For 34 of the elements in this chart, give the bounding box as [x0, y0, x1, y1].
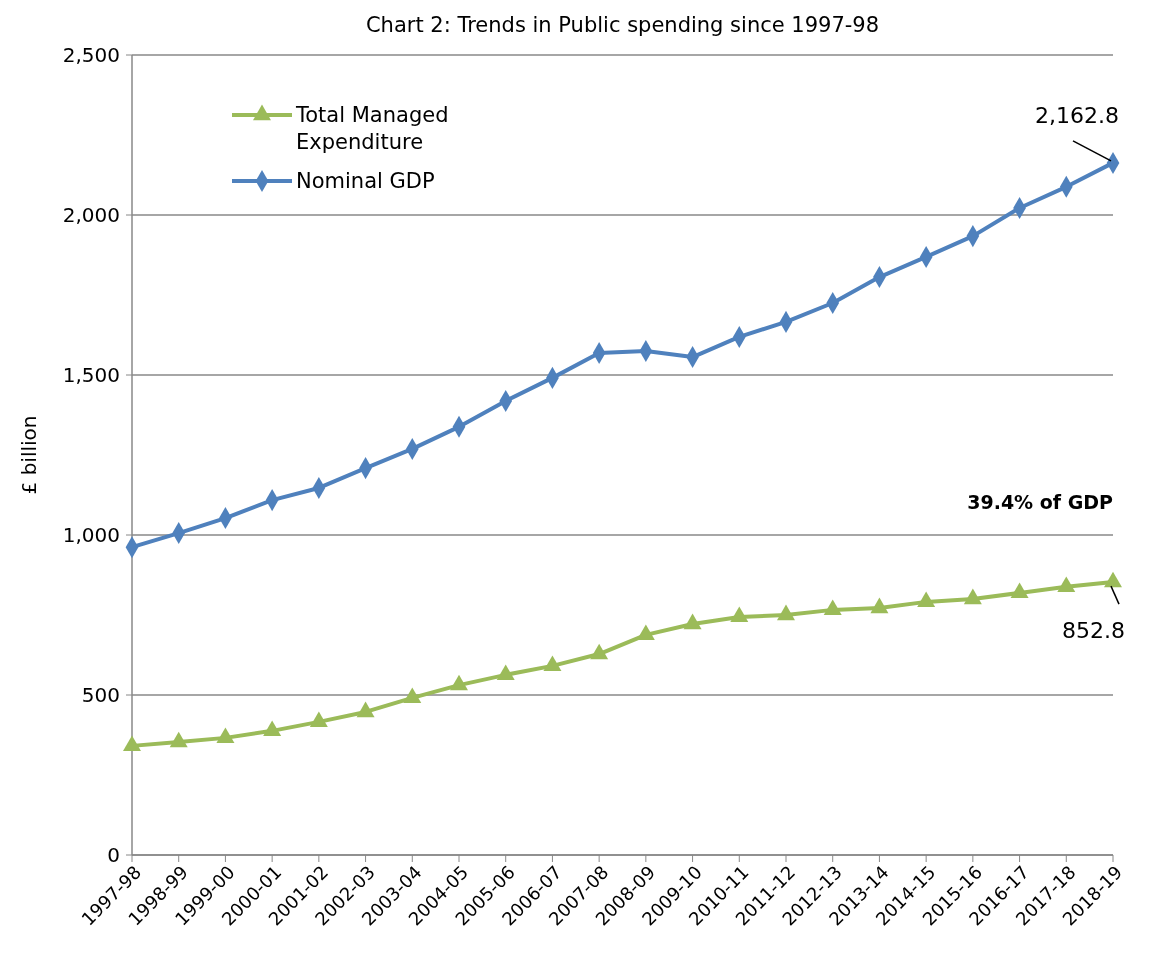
- point: [870, 597, 889, 614]
- point: [1010, 582, 1029, 599]
- annotation: 852.8: [1062, 617, 1125, 643]
- point: [309, 711, 328, 728]
- y-tick-label: 2,500: [62, 43, 120, 67]
- point: [123, 735, 141, 752]
- point: [683, 613, 702, 630]
- chart-title: Chart 2: Trends in Public spending since 1997-98: [365, 13, 880, 37]
- legend-label: Nominal GDP: [296, 169, 435, 194]
- point: [917, 591, 936, 608]
- point: [496, 664, 515, 681]
- y-tick-label: 1,500: [62, 363, 120, 387]
- point: [169, 731, 188, 748]
- point: [730, 606, 749, 623]
- legend-label: Total Managed Expenditure: [295, 103, 449, 154]
- point: [403, 687, 422, 704]
- point: [216, 727, 235, 744]
- point: [1104, 571, 1122, 588]
- point: [963, 588, 982, 605]
- y-tick-label: 1,000: [62, 523, 120, 547]
- point: [450, 674, 468, 691]
- point: [356, 701, 375, 718]
- point: [263, 720, 282, 737]
- point: [823, 599, 842, 616]
- point: [590, 643, 609, 660]
- point: [777, 604, 795, 621]
- annotation: 2,162.8: [1035, 102, 1119, 128]
- point: [1057, 576, 1076, 593]
- y-tick-label: 0: [107, 843, 120, 867]
- y-tick-label: 500: [81, 683, 120, 707]
- annotation: 39.4% of GDP: [967, 491, 1114, 514]
- y-axis-title: £ billion: [17, 415, 41, 495]
- point: [543, 655, 562, 672]
- y-tick-label: 2,000: [62, 203, 120, 227]
